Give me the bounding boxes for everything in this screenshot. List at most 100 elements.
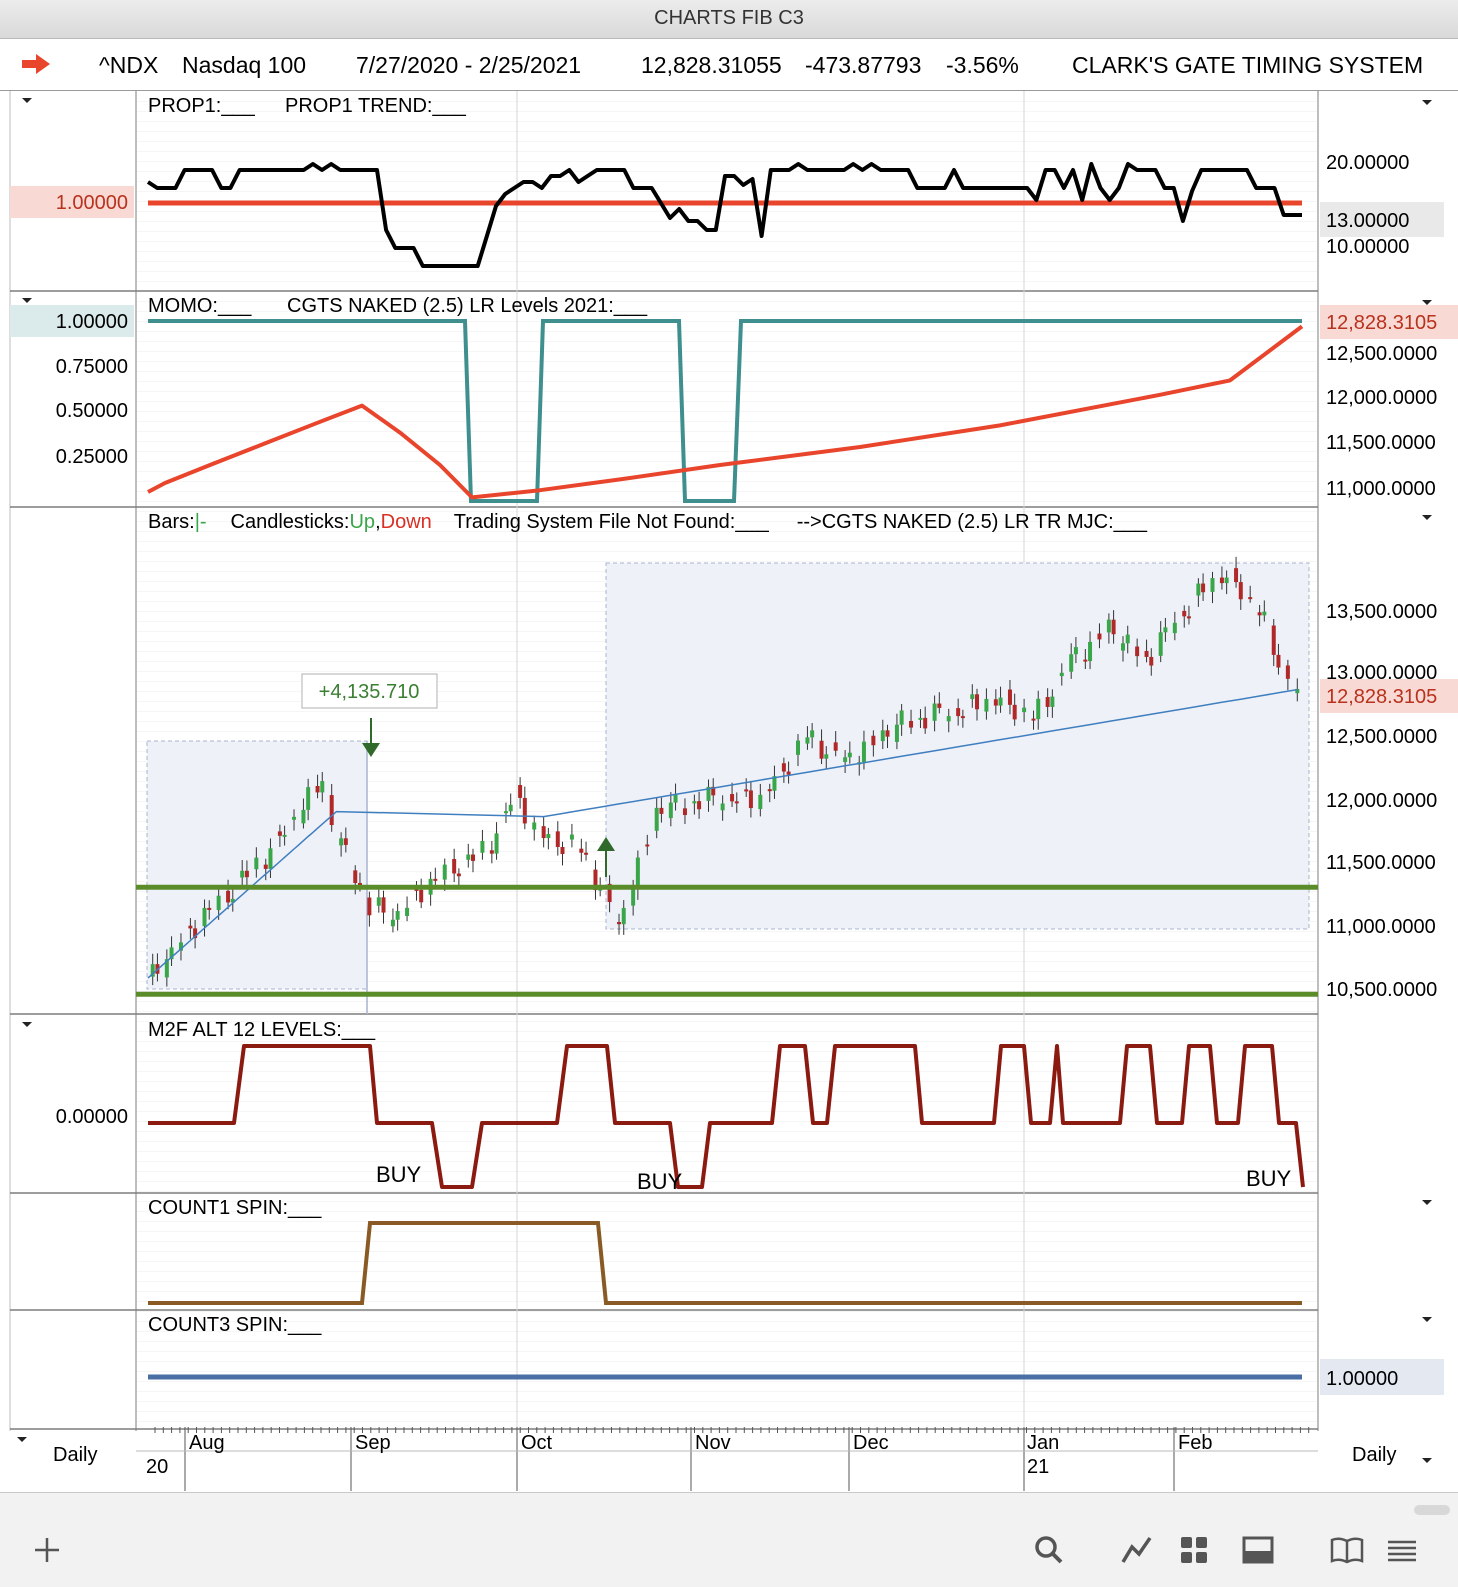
period-menu-icon[interactable] [1422,1458,1432,1463]
price-axis-13500: 13,500.0000 [1326,601,1437,623]
candle-body [673,794,678,803]
panel-menu-icon[interactable] [22,298,32,303]
panel-menu-icon[interactable] [1422,100,1432,105]
candle-body [956,708,961,717]
candle-body [1121,643,1126,651]
candle-body [532,822,537,830]
date-range[interactable]: 7/27/2020 - 2/25/2021 [356,52,582,78]
candle-body [767,789,772,792]
m2f-panel[interactable]: M2F ALT 12 LEVELS:___ 0.00000 BUY BUY BU… [22,1019,1305,1194]
prop1-axis-label-1: 20.00000 [1326,152,1409,174]
candle-body [1069,654,1074,672]
candle-body [1059,672,1064,677]
price-axis-11000: 11,000.0000 [1326,916,1436,938]
candle-body [419,889,424,903]
momo-red-line [147,324,1304,500]
line-chart-icon[interactable] [1120,1533,1154,1567]
panel-icon[interactable] [1241,1533,1275,1567]
candlesticks-label: Candlesticks: [231,511,350,533]
candle-body [560,846,565,855]
panel-menu-icon[interactable] [1422,515,1432,520]
up-label: Up [349,511,375,533]
grid-icon[interactable] [1177,1533,1211,1567]
candle-body [466,854,471,860]
plus-icon[interactable] [30,1533,64,1567]
count1-panel[interactable]: COUNT1 SPIN:___ [148,1197,1432,1305]
panel-menu-icon[interactable] [1422,1200,1432,1205]
panel-menu-icon[interactable] [1422,300,1432,305]
candle-body [843,757,848,763]
month-dec: Dec [853,1432,889,1454]
candle-body [353,870,358,884]
candle-body [216,895,221,911]
candle-body [315,786,320,793]
candle-body [1271,625,1276,655]
window-title: CHARTS FIB C3 [654,7,804,29]
prop1-axis-label-2: 13.00000 [1326,210,1409,232]
candle-body [357,883,362,886]
candle-body [381,897,386,913]
panel-menu-icon[interactable] [22,98,32,103]
momo-panel[interactable]: MOMO:___ CGTS NAKED (2.5) LR Levels 2021… [10,295,1458,503]
panel-menu-icon[interactable] [22,1022,32,1027]
right-period-label[interactable]: Daily [1352,1444,1396,1466]
candle-body [268,848,273,869]
candle-body [1276,654,1281,668]
panel-menu-icon[interactable] [1422,1317,1432,1322]
candle-body [1088,641,1093,662]
candle-body [1234,568,1239,583]
symbol[interactable]: ^NDX [99,52,159,78]
candle-body [909,720,914,728]
prop1-panel[interactable]: PROP1:___ PROP1 TREND:___ 1.00000 20.000… [10,95,1444,268]
candle-body [781,763,786,772]
candle-body [1262,611,1267,616]
count3-panel[interactable]: COUNT3 SPIN:___ 1.00000 [148,1314,1444,1395]
month-jan: Jan [1027,1432,1059,1454]
candle-body [569,834,574,840]
momo-title: MOMO:___ [148,295,252,317]
system-file-label: Trading System File Not Found:___ [454,511,770,533]
price-panel[interactable]: Bars:|- Candlesticks:Up,Down Trading Syste… [136,511,1458,1014]
period-menu-icon[interactable] [17,1437,27,1442]
candle-body [164,959,169,978]
candle-body [226,890,231,903]
momo-label-050: 0.50000 [56,400,128,422]
book-icon[interactable] [1330,1533,1364,1567]
momo-label-075: 0.75000 [56,356,128,378]
search-icon[interactable] [1032,1533,1066,1567]
candle-body [1196,583,1201,596]
candle-body [833,742,838,751]
candle-body [1219,577,1224,584]
candle-body [1144,650,1149,657]
candle-body [621,907,626,925]
candle-body [1201,583,1206,593]
candle-body [960,716,965,719]
candle-body [456,873,461,877]
left-period-label[interactable]: Daily [53,1444,97,1466]
red-arrow-icon[interactable] [20,53,52,75]
candle-body [193,928,198,939]
momo-axis-12000: 12,000.0000 [1326,387,1437,409]
chart-area[interactable]: PROP1:___ PROP1 TREND:___ 1.00000 20.000… [0,91,1458,1492]
candle-body [1007,689,1012,705]
menu-icon[interactable] [1385,1533,1419,1567]
momo-right-badge [1320,305,1458,339]
candle-body [918,717,923,720]
candle-body [1031,718,1036,721]
prop1-left-badge-value: 1.00000 [56,192,128,214]
lr-levels-title: CGTS NAKED (2.5) LR Levels 2021:___ [287,295,648,317]
year-20: 20 [146,1456,168,1478]
candle-body [607,883,612,903]
prop1-left-badge [10,186,134,218]
candle-body [541,826,546,839]
candle-body [376,897,381,906]
lr-tr-label: -->CGTS NAKED (2.5) LR TR MJC:___ [797,511,1148,533]
candle-body [998,697,1003,706]
candle-body [494,833,499,854]
candle-body [937,703,942,708]
candle-body [522,797,527,824]
regression-box-2 [605,562,1310,930]
moving-average-line [147,688,1298,979]
horizontal-scrollbar[interactable] [1414,1505,1450,1515]
candle-body [1073,647,1078,655]
